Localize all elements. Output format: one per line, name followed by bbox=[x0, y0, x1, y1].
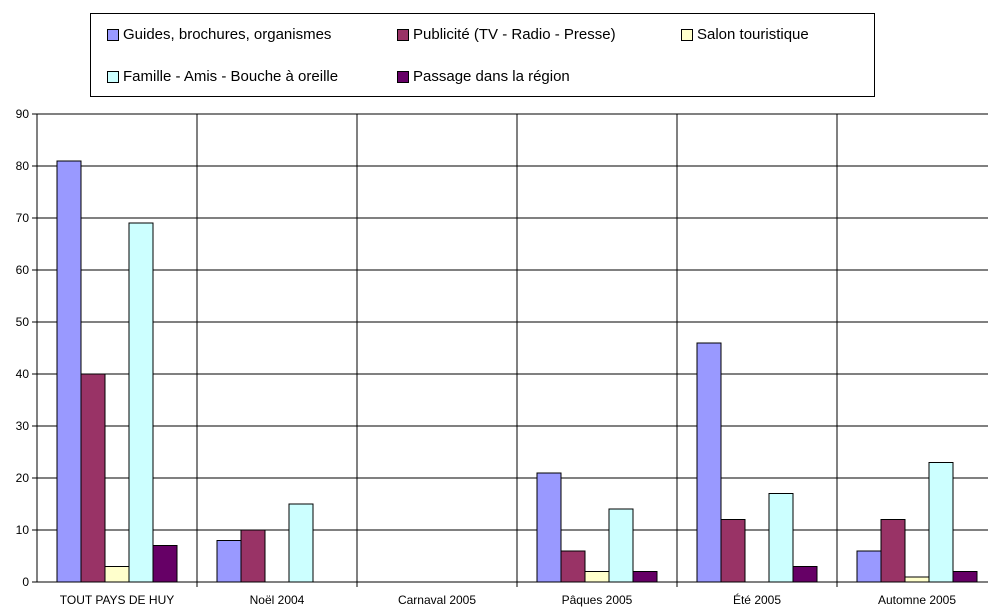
y-tick-label-30: 30 bbox=[16, 419, 30, 433]
y-tick-label-60: 60 bbox=[16, 263, 30, 277]
y-tick-label-70: 70 bbox=[16, 211, 30, 225]
y-tick-label-20: 20 bbox=[16, 471, 30, 485]
bar-1-0 bbox=[216, 539, 242, 583]
legend: Guides, brochures, organismes Publicité … bbox=[90, 13, 875, 97]
bar-1-1 bbox=[240, 529, 266, 583]
bar-0-3 bbox=[128, 222, 154, 583]
bar-0-4 bbox=[152, 545, 178, 583]
legend-label-famille: Famille - Amis - Bouche à oreille bbox=[123, 68, 339, 85]
legend-item-guides: Guides, brochures, organismes bbox=[107, 26, 331, 43]
bar-4-1 bbox=[720, 519, 746, 583]
legend-swatch-salon bbox=[681, 28, 693, 41]
legend-swatch-famille bbox=[107, 70, 119, 83]
legend-label-passage: Passage dans la région bbox=[413, 68, 570, 85]
x-tick-label-3: Pâques 2005 bbox=[562, 593, 633, 607]
bar-5-4 bbox=[952, 571, 978, 583]
x-tick-label-5: Automne 2005 bbox=[878, 593, 956, 607]
x-tick-label-2: Carnaval 2005 bbox=[398, 593, 476, 607]
legend-item-passage: Passage dans la région bbox=[397, 68, 570, 85]
bar-3-3 bbox=[608, 508, 634, 583]
bar-0-2 bbox=[104, 565, 130, 583]
y-tick-label-90: 90 bbox=[16, 107, 30, 121]
legend-item-publicite: Publicité (TV - Radio - Presse) bbox=[397, 26, 616, 43]
y-tick-label-40: 40 bbox=[16, 367, 30, 381]
bar-5-0 bbox=[856, 550, 882, 583]
bar-3-4 bbox=[632, 571, 658, 583]
bar-0-1 bbox=[80, 373, 106, 583]
legend-swatch-publicite bbox=[397, 28, 409, 41]
y-tick-label-0: 0 bbox=[22, 575, 29, 589]
x-tick-label-1: Noël 2004 bbox=[250, 593, 305, 607]
y-tick-label-80: 80 bbox=[16, 159, 30, 173]
bar-5-2 bbox=[904, 576, 930, 583]
legend-item-famille: Famille - Amis - Bouche à oreille bbox=[107, 68, 338, 85]
legend-swatch-passage bbox=[397, 70, 409, 83]
bar-3-0 bbox=[536, 472, 562, 583]
legend-item-salon: Salon touristique bbox=[681, 26, 809, 43]
legend-label-publicite: Publicité (TV - Radio - Presse) bbox=[413, 26, 616, 43]
bar-4-0 bbox=[696, 342, 722, 583]
y-tick-label-10: 10 bbox=[16, 523, 30, 537]
bar-4-3 bbox=[768, 493, 794, 583]
x-tick-label-0: TOUT PAYS DE HUY bbox=[60, 593, 174, 607]
bar-3-1 bbox=[560, 550, 586, 583]
legend-swatch-guides bbox=[107, 28, 119, 41]
y-tick-label-50: 50 bbox=[16, 315, 30, 329]
legend-label-salon: Salon touristique bbox=[697, 26, 809, 43]
bar-5-1 bbox=[880, 519, 906, 583]
bar-0-0 bbox=[56, 160, 82, 583]
bar-3-2 bbox=[584, 571, 610, 583]
x-tick-label-4: Été 2005 bbox=[733, 592, 781, 607]
bar-5-3 bbox=[928, 461, 954, 583]
bar-4-4 bbox=[792, 565, 818, 583]
legend-label-guides: Guides, brochures, organismes bbox=[123, 26, 332, 43]
bar-1-3 bbox=[288, 503, 314, 583]
